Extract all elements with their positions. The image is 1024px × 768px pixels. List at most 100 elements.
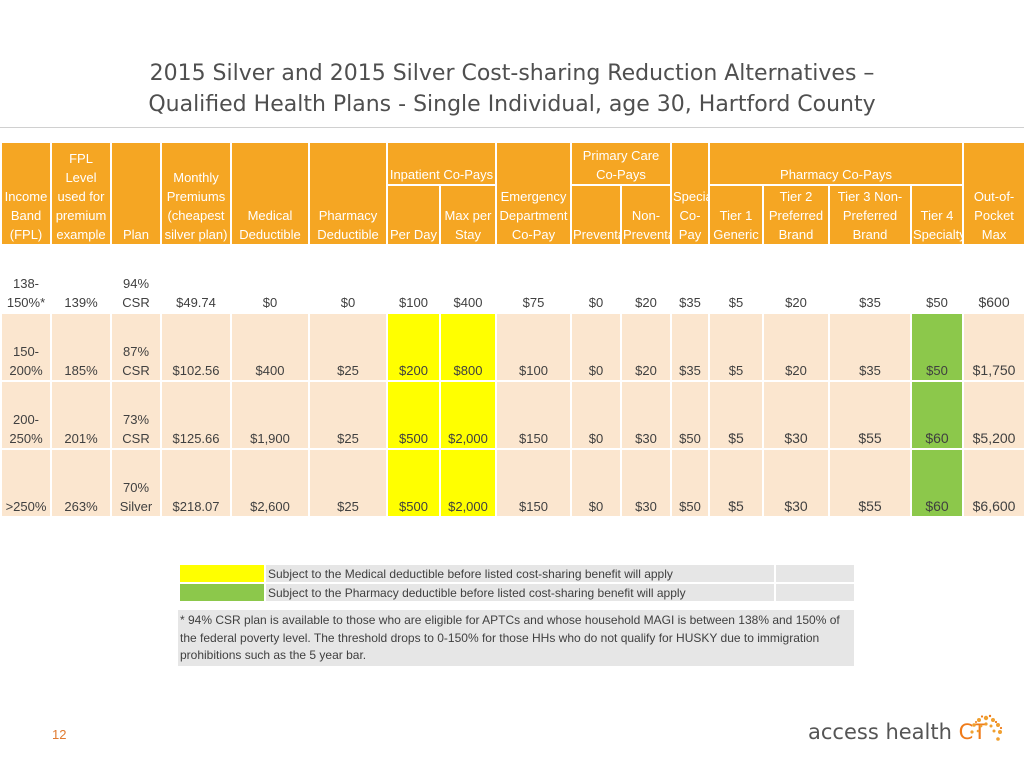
table-row: 138-150%* 139% 94% CSR $49.74 $0 $0 $100… <box>0 244 1024 314</box>
cell-fpl: 185% <box>50 312 112 382</box>
legend-swatch-green <box>178 582 266 603</box>
header-per-day: Per Day <box>386 184 441 246</box>
cell-specialists: $50 <box>670 380 710 450</box>
cell-tier1: $5 <box>708 312 764 382</box>
table-row: >250% 263% 70% Silver $218.07 $2,600 $25… <box>0 448 1024 518</box>
cell-emergency: $75 <box>495 244 572 314</box>
cell-max-stay: $2,000 <box>439 380 497 450</box>
cell-fpl: 201% <box>50 380 112 450</box>
cell-non-preventative: $20 <box>620 312 672 382</box>
legend-row-pharmacy: Subject to the Pharmacy deductible befor… <box>178 582 856 603</box>
header-preventative: Preventative <box>570 184 622 246</box>
header-inpatient-copays: Inpatient Co-Pays <box>386 141 497 186</box>
cell-tier4: $50 <box>909 312 965 382</box>
cell-oop-max: $1,750 <box>962 312 1024 382</box>
header-tier2: Tier 2 Preferred Brand <box>762 184 830 246</box>
cell-premium: $49.74 <box>160 244 232 314</box>
legend-text-pharmacy: Subject to the Pharmacy deductible befor… <box>264 582 776 603</box>
cell-income-band: 200-250% <box>0 380 52 450</box>
header-emergency-copay: Emergency Department Co-Pay <box>495 141 572 246</box>
cell-preventative: $0 <box>570 312 622 382</box>
cell-oop-max: $600 <box>962 244 1024 314</box>
cell-tier2: $20 <box>762 244 830 314</box>
cell-medical-deductible: $400 <box>230 312 310 382</box>
page-number: 12 <box>52 727 67 742</box>
cell-per-day: $500 <box>386 380 441 450</box>
logo-wordmark: access health CT <box>808 720 986 744</box>
cell-fpl: 263% <box>50 448 112 518</box>
header-plan: Plan <box>110 141 162 246</box>
cell-premium: $102.56 <box>160 312 232 382</box>
header-primary-care-copays: Primary Care Co-Pays <box>570 141 672 186</box>
header-pharmacy-copays: Pharmacy Co-Pays <box>707 141 965 186</box>
cell-plan: 94% CSR <box>110 244 162 314</box>
header-oop-max: Out-of-Pocket Max <box>962 141 1024 246</box>
cell-non-preventative: $20 <box>620 244 672 314</box>
cell-emergency: $150 <box>495 380 572 450</box>
cell-pharmacy-deductible: $25 <box>308 448 388 518</box>
cell-tier1: $5 <box>708 448 764 518</box>
cell-medical-deductible: $0 <box>230 244 310 314</box>
cell-tier3: $55 <box>828 380 912 450</box>
cell-max-stay: $400 <box>439 244 497 314</box>
cell-per-day: $100 <box>386 244 441 314</box>
cell-emergency: $100 <box>495 312 572 382</box>
legend-text-medical: Subject to the Medical deductible before… <box>264 563 776 584</box>
cell-medical-deductible: $1,900 <box>230 380 310 450</box>
header-tier3: Tier 3 Non-Preferred Brand <box>828 184 912 246</box>
cell-specialists: $35 <box>670 244 710 314</box>
table-row: 150-200% 185% 87% CSR $102.56 $400 $25 $… <box>0 312 1024 382</box>
cell-per-day: $200 <box>386 312 441 382</box>
slide-title: 2015 Silver and 2015 Silver Cost-sharing… <box>0 58 1024 120</box>
legend-blank <box>774 563 856 584</box>
cell-preventative: $0 <box>570 380 622 450</box>
cell-tier3: $35 <box>828 312 912 382</box>
cell-per-day: $500 <box>386 448 441 518</box>
cell-premium: $218.07 <box>160 448 232 518</box>
cell-pharmacy-deductible: $25 <box>308 380 388 450</box>
header-specialists-copay: Specialists Co-Pay <box>670 141 710 246</box>
header-max-per-stay: Max per Stay <box>439 184 497 246</box>
header-row-2: Per Day Max per Stay Preventative Non-Pr… <box>1 184 1024 246</box>
cell-non-preventative: $30 <box>620 448 672 518</box>
cell-preventative: $0 <box>570 244 622 314</box>
title-line-2: Qualified Health Plans - Single Individu… <box>148 92 876 117</box>
cell-premium: $125.66 <box>160 380 232 450</box>
header-income-band: Income Band (FPL) <box>0 141 52 246</box>
cell-pharmacy-deductible: $25 <box>308 312 388 382</box>
cell-tier4: $50 <box>909 244 965 314</box>
legend-row-medical: Subject to the Medical deductible before… <box>178 563 856 584</box>
cell-income-band: 150-200% <box>0 312 52 382</box>
table-row: 200-250% 201% 73% CSR $125.66 $1,900 $25… <box>0 380 1024 450</box>
header-non-preventative: Non-Preventative <box>620 184 672 246</box>
cell-tier1: $5 <box>708 244 764 314</box>
cell-specialists: $35 <box>670 312 710 382</box>
cell-pharmacy-deductible: $0 <box>308 244 388 314</box>
cell-max-stay: $2,000 <box>439 448 497 518</box>
cell-tier3: $55 <box>828 448 912 518</box>
cell-specialists: $50 <box>670 448 710 518</box>
legend-blank <box>774 582 856 603</box>
sunburst-icon <box>970 714 1003 741</box>
cell-tier1: $5 <box>708 380 764 450</box>
cell-plan: 70% Silver <box>110 448 162 518</box>
cell-income-band: 138-150%* <box>0 244 52 314</box>
cell-income-band: >250% <box>0 448 52 518</box>
header-tier4: Tier 4 Specialty <box>909 184 965 246</box>
cell-max-stay: $800 <box>439 312 497 382</box>
header-tier1: Tier 1 Generic <box>708 184 764 246</box>
cell-preventative: $0 <box>570 448 622 518</box>
title-line-1: 2015 Silver and 2015 Silver Cost-sharing… <box>149 61 875 86</box>
cell-tier4: $60 <box>909 448 965 518</box>
cell-tier3: $35 <box>828 244 912 314</box>
header-monthly-premiums: Monthly Premiums (cheapest silver plan) <box>160 141 232 246</box>
legend-table: Subject to the Medical deductible before… <box>178 563 856 603</box>
cell-tier4: $60 <box>909 380 965 450</box>
cell-tier2: $20 <box>762 312 830 382</box>
cell-medical-deductible: $2,600 <box>230 448 310 518</box>
cell-tier2: $30 <box>762 448 830 518</box>
logo-text: access health <box>808 720 952 744</box>
cell-tier2: $30 <box>762 380 830 450</box>
cell-non-preventative: $30 <box>620 380 672 450</box>
legend-swatch-yellow <box>178 563 266 584</box>
